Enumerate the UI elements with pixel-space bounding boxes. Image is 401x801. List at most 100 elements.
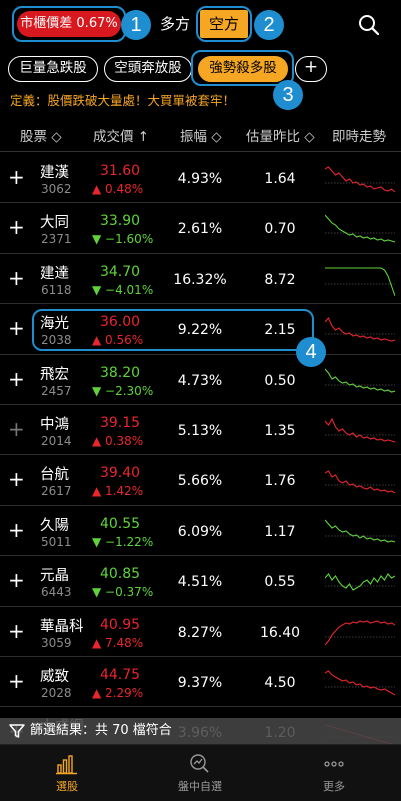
stock-volume-ratio: 0.50	[264, 372, 296, 389]
stock-volume-ratio: 0.55	[264, 574, 296, 591]
filter-icon	[9, 724, 25, 738]
stock-code: 6443	[41, 585, 72, 600]
add-watch-button[interactable]: +	[8, 568, 25, 593]
stock-volume-ratio: 0.70	[264, 221, 296, 238]
stock-name: 台航	[40, 467, 69, 484]
stock-volume-ratio: 1.76	[264, 473, 296, 490]
stock-amplitude: 4.73%	[177, 372, 223, 389]
search-icon[interactable]	[357, 13, 381, 37]
table-row[interactable]: + 大同 2371 33.90 ▼ −1.60% 2.61% 0.70	[0, 203, 401, 254]
header-est-ratio[interactable]: 估量昨比 ◇	[246, 129, 315, 145]
stock-price: 31.60	[99, 163, 141, 179]
stock-change: ▲ 0.38%	[92, 433, 144, 448]
trend-sparkline	[325, 267, 395, 296]
sparkline-path	[325, 215, 395, 243]
stock-change: ▼ −4.01%	[92, 282, 154, 297]
stock-amplitude: 2.61%	[177, 221, 223, 238]
stock-change: ▲ 1.42%	[92, 484, 144, 499]
header-amplitude[interactable]: 振幅 ◇	[180, 129, 222, 145]
add-watch-button[interactable]: +	[8, 366, 25, 391]
callout-1: 1	[121, 10, 151, 40]
stock-amplitude: 4.93%	[177, 171, 223, 187]
stock-amplitude: 6.09%	[177, 523, 223, 540]
header-trend: 即時走勢	[332, 129, 386, 145]
table-row[interactable]: + 建漢 3062 31.60 ▲ 0.48% 4.93% 1.64	[0, 153, 401, 204]
trend-sparkline	[325, 368, 395, 393]
filter-result-bar[interactable]: 篩選結果：共 70 檔符合	[0, 718, 401, 744]
stock-amplitude: 4.51%	[177, 574, 223, 591]
table-row[interactable]: + 華晶科 3059 40.95 ▲ 7.48% 8.27% 16.40	[0, 607, 401, 657]
nav-intraday-watch[interactable]: 盤中自選	[160, 753, 240, 794]
add-watch-button[interactable]: +	[8, 467, 25, 492]
header-volume[interactable]: 成交價 ↑	[93, 129, 150, 145]
header-stock[interactable]: 股票 ◇	[20, 129, 62, 145]
stock-change: ▼ −0.37%	[92, 585, 154, 600]
table-row[interactable]: + 海光 2038 36.00 ▲ 0.56% 9.22% 2.15	[0, 304, 401, 355]
nav-stock-picker[interactable]: 選股	[27, 753, 107, 794]
table-header: 股票 ◇ 成交價 ↑ 振幅 ◇ 估量昨比 ◇ 即時走勢	[0, 114, 401, 152]
chip-bear-run[interactable]: 空頭奔放股	[104, 56, 192, 82]
trend-sparkline	[325, 166, 395, 193]
stock-amplitude: 8.27%	[177, 624, 223, 641]
definition-text: 定義：股價跌破大量處！大買單被套牢！	[10, 93, 236, 108]
stock-name: 中鴻	[40, 416, 69, 433]
nav-label: 更多	[323, 780, 345, 793]
add-watch-button[interactable]: +	[8, 416, 25, 441]
stock-name: 建達	[40, 265, 69, 282]
stock-price: 34.70	[99, 263, 141, 280]
nav-label: 盤中自選	[178, 780, 222, 793]
stock-change: ▼ −1.22%	[92, 534, 154, 549]
table-row[interactable]: + 久陽 5011 40.55 ▼ −1.22% 6.09% 1.17	[0, 506, 401, 557]
table-row[interactable]: + 飛宏 2457 38.20 ▼ −2.30% 4.73% 0.50	[0, 355, 401, 405]
chip-strong-kill[interactable]: 強勢殺多股	[198, 56, 288, 82]
long-tab[interactable]: 多方	[160, 15, 191, 33]
sparkline-path	[325, 519, 395, 543]
sparkline-path	[325, 619, 395, 645]
callout-box-4	[32, 309, 314, 351]
callout-box-1	[12, 6, 126, 42]
stock-name: 海光	[40, 316, 69, 333]
add-watch-button[interactable]: +	[8, 517, 25, 542]
trend-sparkline	[325, 470, 395, 494]
add-watch-button[interactable]: +	[8, 316, 25, 341]
nav-more[interactable]: 更多	[294, 753, 374, 794]
table-row[interactable]: + 威致 2028 44.75 ▲ 2.29% 9.37% 4.50	[0, 657, 401, 708]
add-watch-button[interactable]: +	[8, 215, 25, 240]
table-row[interactable]: + 中鴻 2014 39.15 ▲ 0.38% 5.13% 1.35	[0, 405, 401, 456]
add-watch-button[interactable]: +	[8, 265, 25, 290]
stock-code: 2457	[41, 383, 72, 398]
stock-volume-ratio: 2.15	[264, 322, 296, 339]
chip-volume-drop[interactable]: 巨量急跌股	[8, 56, 98, 82]
add-watch-button[interactable]: +	[8, 618, 25, 643]
add-watch-button[interactable]: +	[8, 668, 25, 693]
short-tab[interactable]: 空方	[200, 10, 248, 38]
stock-name: 威致	[40, 668, 69, 685]
stock-amplitude: 9.37%	[177, 674, 223, 691]
sparkline-path	[325, 166, 395, 193]
sparkline-path	[325, 417, 395, 443]
stock-change: ▲ 0.48%	[92, 182, 144, 196]
stock-name: 華晶科	[40, 618, 84, 635]
stock-volume-ratio: 1.35	[264, 422, 296, 439]
callout-4: 4	[296, 337, 326, 367]
table-row[interactable]: + 建達 6118 34.70 ▼ −4.01% 16.32% 8.72	[0, 254, 401, 305]
filter-result-text: 篩選結果：共 70 檔符合	[30, 723, 172, 738]
stock-amplitude: 9.22%	[177, 322, 223, 339]
stock-name: 大同	[40, 215, 69, 232]
stock-price: 40.55	[99, 515, 141, 532]
stock-amplitude: 16.32%	[173, 271, 227, 288]
stock-volume-ratio: 8.72	[264, 271, 296, 288]
market-spread-badge[interactable]: 市櫃價差 0.67%	[17, 11, 121, 37]
stock-price: 40.85	[99, 566, 141, 583]
stock-price: 36.00	[99, 314, 141, 331]
stock-price: 39.15	[99, 414, 141, 431]
table-row[interactable]: + 元晶 6443 40.85 ▼ −0.37% 4.51% 0.55	[0, 556, 401, 607]
add-chip-button[interactable]: +	[295, 56, 327, 82]
stock-name: 飛宏	[40, 366, 69, 383]
stock-change: ▼ −2.30%	[92, 383, 154, 398]
stock-code: 5011	[41, 534, 72, 549]
add-watch-button[interactable]: +	[8, 165, 25, 189]
stock-list: + 建漢 3062 31.60 ▲ 0.48% 4.93% 1.64 + 大同 2371 33.90…	[0, 153, 401, 758]
stock-change: ▲ 2.29%	[92, 685, 144, 700]
table-row[interactable]: + 台航 2617 39.40 ▲ 1.42% 5.66% 1.76	[0, 455, 401, 506]
